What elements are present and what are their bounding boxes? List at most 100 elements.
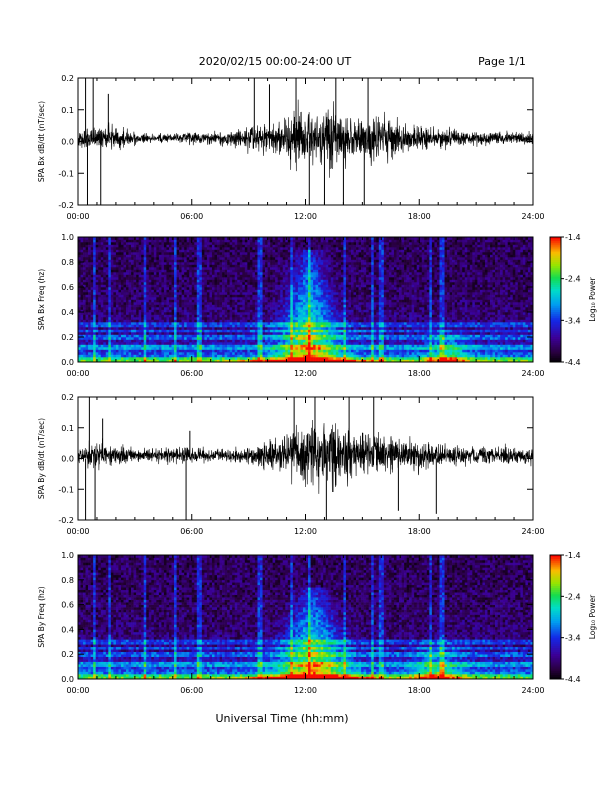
heatmap-cell: [202, 250, 205, 253]
heatmap-cell: [273, 297, 276, 300]
heatmap-cell: [139, 267, 142, 270]
heatmap-cell: [275, 282, 278, 285]
heatmap-cell: [250, 267, 253, 270]
heatmap-cell: [268, 312, 271, 315]
heatmap-cell: [121, 320, 124, 323]
heatmap-cell: [230, 300, 233, 303]
heatmap-cell: [283, 350, 286, 353]
heatmap-cell: [134, 290, 137, 293]
heatmap-cell: [215, 350, 218, 353]
heatmap-cell: [202, 322, 205, 325]
heatmap-cell: [222, 307, 225, 310]
heatmap-cell: [103, 300, 106, 303]
heatmap-cell: [129, 310, 132, 313]
heatmap-cell: [232, 240, 235, 243]
heatmap-cell: [318, 350, 321, 353]
heatmap-cell: [235, 295, 238, 298]
heatmap-cell: [106, 315, 109, 318]
heatmap-cell: [237, 245, 240, 248]
heatmap-cell: [146, 357, 149, 360]
heatmap-cell: [285, 245, 288, 248]
heatmap-cell: [91, 260, 94, 263]
heatmap-cell: [247, 355, 250, 358]
heatmap-cell: [212, 307, 215, 310]
heatmap-cell: [156, 245, 159, 248]
heatmap-cell: [103, 315, 106, 318]
heatmap-cell: [288, 310, 291, 313]
heatmap-cell: [197, 347, 200, 350]
heatmap-cell: [86, 357, 89, 360]
heatmap-cell: [257, 285, 260, 288]
heatmap-cell: [288, 335, 291, 338]
heatmap-cell: [263, 262, 266, 265]
heatmap-cell: [222, 257, 225, 260]
heatmap-cell: [93, 350, 96, 353]
heatmap-cell: [166, 247, 169, 250]
heatmap-cell: [217, 315, 220, 318]
heatmap-cell: [323, 285, 326, 288]
heatmap-cell: [96, 332, 99, 335]
heatmap-cell: [235, 262, 238, 265]
heatmap-cell: [268, 262, 271, 265]
heatmap-cell: [116, 255, 119, 258]
heatmap-cell: [101, 335, 104, 338]
heatmap-cell: [194, 340, 197, 343]
heatmap-cell: [283, 327, 286, 330]
heatmap-cell: [283, 282, 286, 285]
heatmap-cell: [116, 270, 119, 273]
heatmap-cell: [174, 355, 177, 358]
heatmap-cell: [113, 305, 116, 308]
heatmap-cell: [156, 310, 159, 313]
heatmap-cell: [164, 277, 167, 280]
heatmap-cell: [242, 240, 245, 243]
heatmap-cell: [313, 255, 316, 258]
heatmap-cell: [134, 297, 137, 300]
heatmap-cell: [86, 300, 89, 303]
heatmap-cell: [265, 345, 268, 348]
heatmap-cell: [174, 335, 177, 338]
heatmap-cell: [106, 252, 109, 255]
heatmap-cell: [316, 312, 319, 315]
heatmap-cell: [217, 307, 220, 310]
heatmap-cell: [121, 350, 124, 353]
heatmap-cell: [323, 317, 326, 320]
heatmap-cell: [280, 335, 283, 338]
heatmap-cell: [202, 307, 205, 310]
heatmap-cell: [154, 345, 157, 348]
heatmap-cell: [298, 347, 301, 350]
heatmap-cell: [134, 295, 137, 298]
heatmap-cell: [179, 317, 182, 320]
heatmap-cell: [177, 322, 180, 325]
heatmap-cell: [124, 285, 127, 288]
heatmap-cell: [268, 257, 271, 260]
heatmap-cell: [154, 337, 157, 340]
heatmap-cell: [189, 317, 192, 320]
heatmap-cell: [103, 242, 106, 245]
heatmap-cell: [260, 285, 263, 288]
heatmap-cell: [166, 320, 169, 323]
heatmap-cell: [321, 280, 324, 283]
heatmap-cell: [98, 350, 101, 353]
heatmap-cell: [265, 277, 268, 280]
heatmap-cell: [303, 277, 306, 280]
heatmap-cell: [225, 240, 228, 243]
heatmap-cell: [204, 277, 207, 280]
heatmap-cell: [217, 267, 220, 270]
heatmap-cell: [303, 347, 306, 350]
heatmap-cell: [278, 327, 281, 330]
heatmap-cell: [220, 307, 223, 310]
heatmap-cell: [93, 255, 96, 258]
heatmap-cell: [111, 320, 114, 323]
heatmap-cell: [141, 252, 144, 255]
heatmap-cell: [159, 317, 162, 320]
heatmap-cell: [88, 357, 91, 360]
heatmap-cell: [306, 257, 309, 260]
heatmap-cell: [113, 272, 116, 275]
heatmap-cell: [172, 255, 175, 258]
heatmap-cell: [222, 297, 225, 300]
heatmap-cell: [280, 240, 283, 243]
heatmap-cell: [311, 257, 314, 260]
heatmap-cell: [316, 320, 319, 323]
heatmap-cell: [318, 330, 321, 333]
heatmap-cell: [316, 322, 319, 325]
